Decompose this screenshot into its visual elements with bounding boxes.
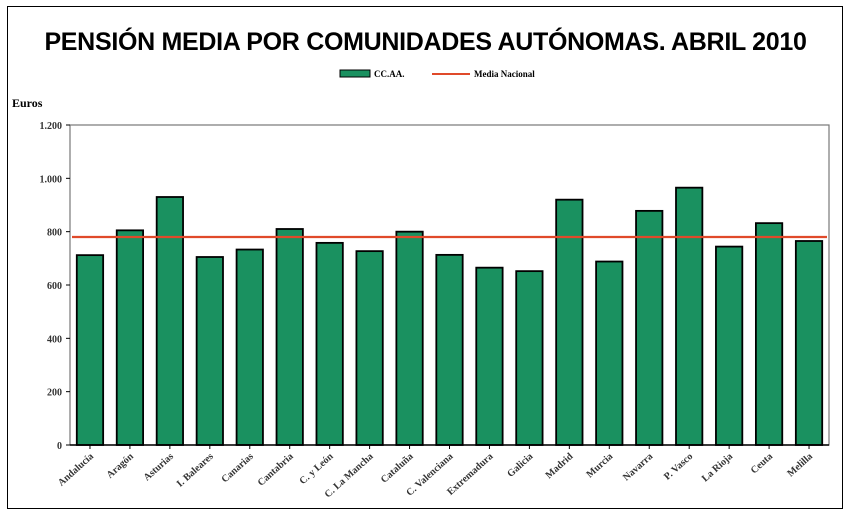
- x-tick-label: Murcia: [585, 451, 616, 480]
- x-tick-label: Aragón: [105, 451, 137, 481]
- bar: [235, 248, 264, 446]
- bar: [315, 241, 344, 446]
- bar: [515, 270, 544, 446]
- bar: [754, 222, 784, 446]
- x-tick-label: Madrid: [544, 451, 576, 481]
- y-tick-label: 800: [47, 228, 62, 239]
- bar: [794, 240, 824, 446]
- y-tick-label: 200: [47, 388, 62, 399]
- chart-frame: [7, 6, 843, 509]
- x-tick-label: Navarra: [621, 451, 655, 483]
- x-tick-label: Cantabria: [256, 451, 296, 489]
- legend-swatch-ccaa: [339, 69, 371, 78]
- bar: [435, 253, 464, 446]
- bar: [155, 196, 184, 446]
- y-tick-label: 0: [57, 441, 62, 452]
- y-tick-label: 400: [47, 334, 62, 345]
- y-axis-label: Euros: [12, 96, 43, 110]
- bar: [395, 230, 424, 446]
- bar: [75, 254, 105, 446]
- x-tick-label: Asturias: [142, 451, 176, 483]
- x-tick-label: I. Baleares: [175, 451, 216, 490]
- legend-label-ccaa: CC.AA.: [374, 69, 405, 79]
- bar: [595, 260, 624, 446]
- x-tick-label: Galicia: [505, 451, 535, 480]
- y-tick-label: 600: [47, 281, 62, 292]
- bar: [715, 245, 744, 446]
- plot-area: 0 200 400 600 800 1.000 1.200 Andalucía Aragón As…: [40, 121, 830, 500]
- bar: [555, 198, 584, 446]
- x-tick-label: C. y León: [298, 451, 336, 487]
- bar: [275, 228, 304, 446]
- x-tick-label: La Rioja: [700, 451, 735, 484]
- bar: [115, 229, 145, 446]
- x-tick-label: P. Vasco: [662, 451, 695, 482]
- y-tick-label: 1.200: [40, 121, 63, 132]
- x-tick-label: Melilla: [785, 451, 815, 479]
- x-tick-label: Ceuta: [749, 451, 775, 476]
- x-tick-label: Canarias: [219, 451, 255, 485]
- bar: [675, 186, 704, 446]
- legend: CC.AA. Media Nacional: [339, 69, 535, 79]
- bar: [635, 209, 664, 446]
- bar: [475, 266, 504, 446]
- legend-label-media: Media Nacional: [474, 69, 535, 79]
- bar: [195, 256, 224, 446]
- bar: [355, 250, 384, 446]
- x-tick-label: Cataluña: [379, 451, 416, 486]
- x-tick-label: Andalucía: [56, 451, 96, 489]
- chart-title: PENSIÓN MEDIA POR COMUNIDADES AUTÓNOMAS.…: [44, 28, 807, 56]
- y-tick-label: 1.000: [40, 174, 63, 185]
